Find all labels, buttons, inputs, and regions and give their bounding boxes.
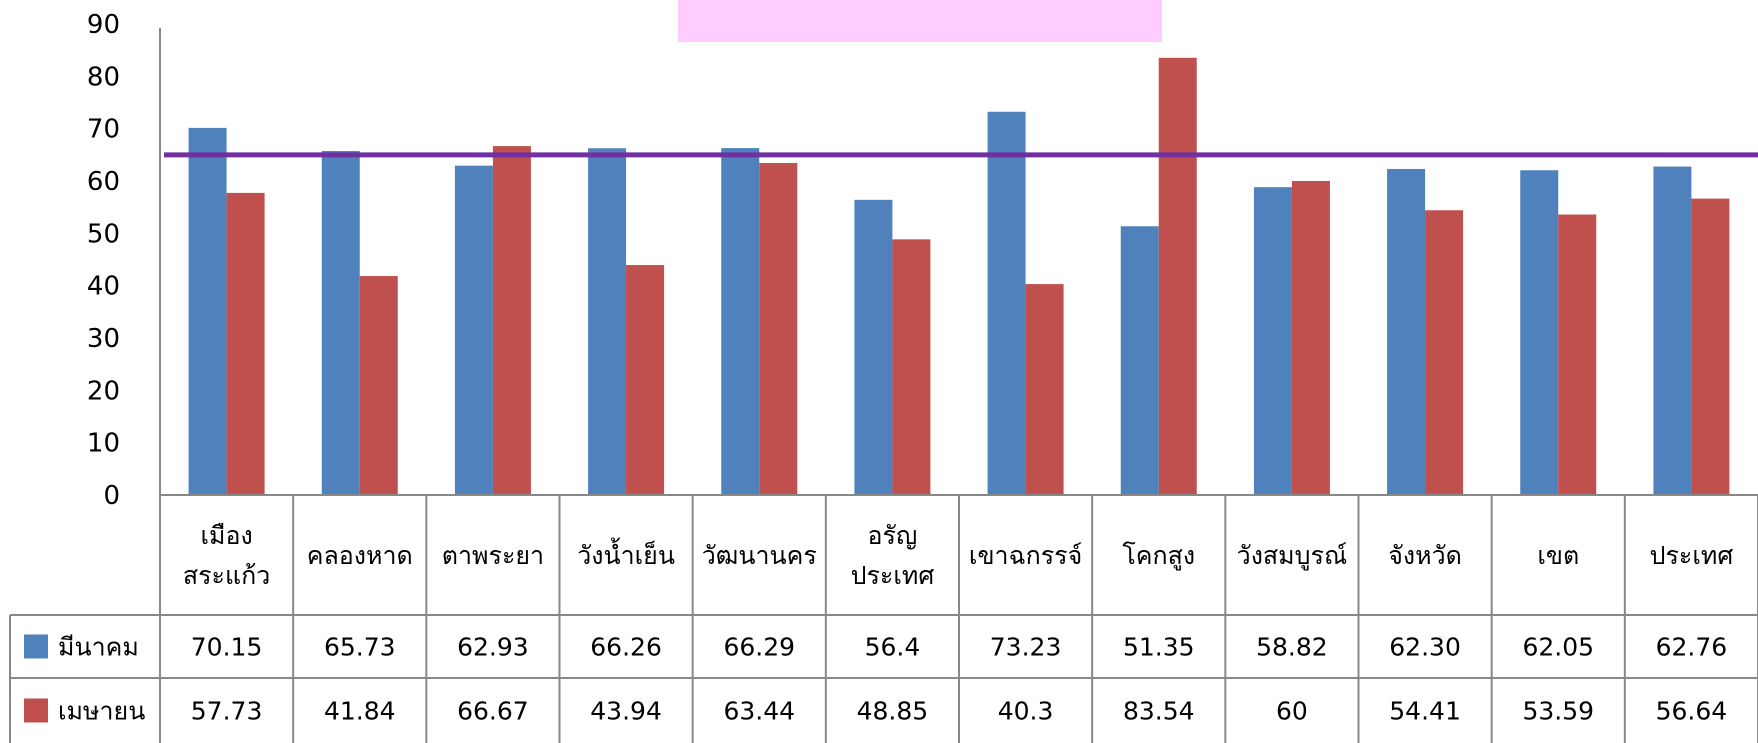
- legend-label: มีนาคม: [58, 633, 139, 662]
- bar-march: [454, 165, 493, 496]
- legend-key-april: [24, 698, 48, 723]
- category-label: ประเทศ: [851, 561, 935, 590]
- bar-april: [626, 265, 665, 495]
- category-label: อรัญ: [868, 521, 918, 550]
- data-label: 62.93: [457, 633, 529, 662]
- bar-april: [1291, 181, 1330, 495]
- data-label: 48.85: [857, 697, 929, 726]
- y-tick-label: 70: [87, 115, 120, 145]
- bar-april: [1425, 210, 1464, 495]
- bar-march: [1387, 168, 1426, 496]
- bar-march: [1653, 166, 1692, 495]
- data-label: 54.41: [1389, 697, 1461, 726]
- data-label: 56.64: [1656, 697, 1728, 726]
- bar-march: [588, 148, 627, 496]
- category-label: วัฒนานคร: [702, 541, 817, 570]
- bars: [188, 57, 1730, 496]
- bar-april: [492, 146, 531, 495]
- y-axis-tick-labels: 0 10 20 30 40 50 60 70 80 90: [87, 10, 120, 511]
- bar-march: [987, 111, 1026, 495]
- bar-march: [1253, 187, 1292, 495]
- y-tick-label: 60: [87, 167, 120, 197]
- bar-april: [1158, 57, 1197, 495]
- y-tick-label: 0: [103, 481, 120, 511]
- y-tick-label: 10: [87, 429, 120, 459]
- data-label: 66.29: [723, 633, 795, 662]
- legend-key-march: [24, 634, 48, 659]
- category-label: วังน้ำเย็น: [577, 537, 675, 570]
- data-label: 60: [1276, 697, 1308, 726]
- data-label: 66.26: [590, 633, 662, 662]
- data-label: 41.84: [324, 697, 396, 726]
- bar-april: [1558, 214, 1597, 496]
- bar-april: [1691, 198, 1730, 496]
- y-tick-label: 90: [87, 10, 120, 40]
- bar-march: [188, 127, 227, 496]
- data-label: 43.94: [590, 697, 662, 726]
- y-tick-label: 20: [87, 376, 120, 406]
- data-label: 65.73: [324, 633, 396, 662]
- data-label: 57.73: [191, 697, 263, 726]
- data-label: 51.35: [1123, 633, 1195, 662]
- y-tick-label: 40: [87, 272, 120, 302]
- data-label: 62.30: [1389, 633, 1461, 662]
- data-label: 62.05: [1522, 633, 1594, 662]
- category-label: สระแก้ว: [183, 561, 270, 590]
- category-label: คลองหาด: [307, 541, 413, 570]
- category-label: เมือง: [200, 521, 252, 550]
- y-tick-label: 80: [87, 62, 120, 92]
- bar-march: [1520, 170, 1559, 495]
- y-tick-label: 30: [87, 324, 120, 354]
- bar-april: [892, 239, 931, 495]
- category-label: เขต: [1537, 541, 1579, 570]
- bar-march: [321, 151, 360, 495]
- data-label: 40.3: [998, 697, 1054, 726]
- bar-march: [1120, 226, 1159, 496]
- bar-april: [759, 162, 798, 496]
- data-label: 83.54: [1123, 697, 1195, 726]
- category-label: จังหวัด: [1388, 541, 1462, 570]
- category-label: วังสมบูรณ์: [1237, 541, 1347, 571]
- data-label: 58.82: [1256, 633, 1328, 662]
- legend-label: เมษายน: [58, 697, 145, 726]
- category-label: ประเทศ: [1650, 541, 1734, 570]
- bar-march: [854, 199, 893, 495]
- data-label: 63.44: [723, 697, 795, 726]
- bar-april: [1025, 284, 1064, 495]
- data-label: 56.4: [865, 633, 921, 662]
- data-label: 53.59: [1522, 697, 1594, 726]
- title-box: [678, 0, 1162, 42]
- bar-march: [721, 148, 760, 495]
- data-label: 66.67: [457, 697, 529, 726]
- data-label: 73.23: [990, 633, 1062, 662]
- bar-april: [226, 192, 265, 495]
- data-label: 62.76: [1656, 633, 1728, 662]
- y-tick-label: 50: [87, 219, 120, 249]
- category-label: โคกสูง: [1122, 541, 1195, 571]
- bar-april: [359, 276, 398, 495]
- category-label: เขาฉกรรจ์: [969, 541, 1082, 570]
- category-label: ตาพระยา: [442, 541, 544, 570]
- data-label: 70.15: [191, 633, 263, 662]
